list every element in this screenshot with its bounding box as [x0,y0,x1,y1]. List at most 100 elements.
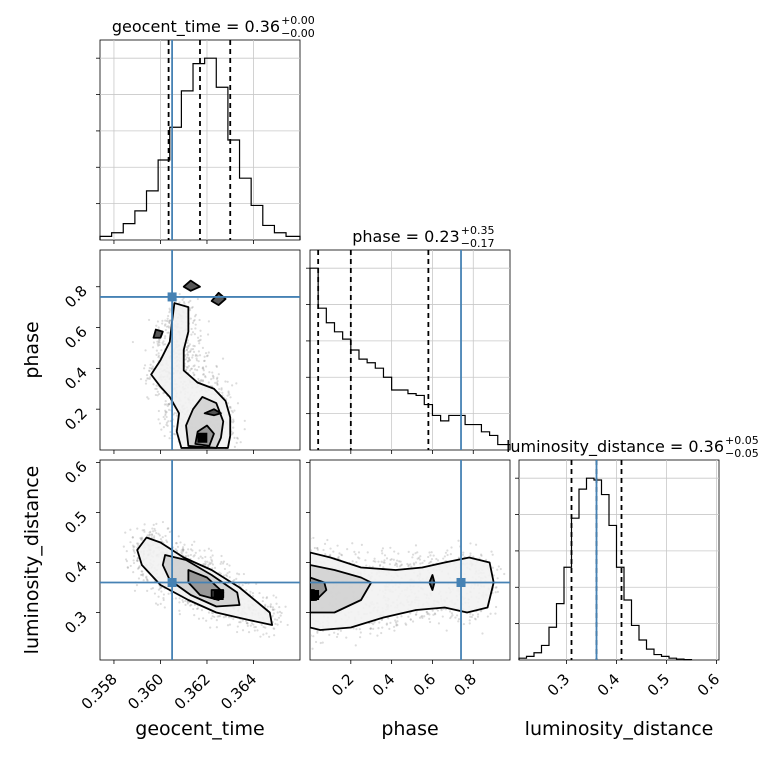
sample-point [490,550,493,553]
sample-point [201,346,205,350]
sample-point [286,623,289,627]
sample-point [236,402,240,405]
sample-point [395,624,398,627]
sample-point [469,542,472,545]
sample-point [206,354,209,357]
sample-point [202,369,205,372]
sample-point [469,615,472,618]
sample-point [326,538,329,542]
sample-point [307,543,309,545]
sample-point [394,619,397,622]
sample-point [276,618,279,621]
sample-point [269,603,272,606]
sample-point [312,536,315,540]
sample-point [322,548,325,552]
sample-point [149,376,152,379]
sample-point [152,383,155,386]
sample-point [271,614,274,618]
sample-point [184,358,187,361]
sample-point [412,553,415,556]
sample-point [192,344,195,347]
sample-point [228,405,231,409]
sample-point [436,559,440,562]
sample-point [167,331,170,334]
sample-point [131,544,135,547]
sample-point [381,626,384,629]
sample-point [405,623,408,626]
sample-point [158,341,161,344]
pair-panel-geocent_time-luminosity_distance: 0.3 0.4 0.5 0.6 [61,458,301,664]
sample-point [372,559,375,563]
sample-point [306,623,308,625]
sample-point [225,398,228,401]
sample-point [220,388,223,391]
contour-line [210,291,227,307]
sample-point [165,325,169,328]
sample-point [196,354,199,357]
sample-point [131,536,134,539]
sample-point [155,531,158,535]
pair-panel-phase-luminosity_distance [306,459,511,664]
sample-point [319,641,322,645]
sample-point [203,359,206,363]
sample-point [186,339,189,342]
pair-panel-geocent_time-phase: 0.2 0.4 0.6 0.8 [61,249,301,456]
sample-point [377,627,380,630]
sample-point [380,549,384,552]
sample-point [409,618,412,621]
sample-point [389,558,392,562]
sample-point [429,554,432,557]
sample-point [188,307,192,310]
sample-point [365,564,368,567]
sample-point [163,403,166,406]
sample-point [232,420,235,423]
sample-point [428,617,431,620]
sample-point [150,367,153,370]
sample-point [129,528,132,531]
sample-point [383,561,386,564]
contour-line [182,279,201,292]
sample-point [199,329,202,332]
sample-point [212,454,214,456]
hist-frame [518,459,720,661]
sample-point [194,313,198,316]
x-tick-label: 0.360 [124,670,167,713]
sample-point [136,542,139,545]
sample-point [164,343,167,346]
sample-point [190,543,194,546]
sample-point [158,587,162,590]
sample-point [194,449,196,450]
sample-point [164,414,167,417]
sample-point [144,382,148,385]
sample-point [423,559,426,562]
sample-point [168,408,171,411]
y-axis-label-luminosity_distance: luminosity_distance [21,466,43,655]
sample-point [180,552,184,555]
sample-point [192,371,195,374]
sample-point [165,410,168,414]
sample-point [185,369,188,372]
sample-point [389,546,392,549]
sample-point [137,577,141,580]
sample-point [469,554,472,557]
sample-point [175,542,178,545]
sample-point [427,562,431,565]
sample-point [192,555,195,558]
sample-point [175,542,178,545]
pair-frame [99,459,301,661]
sample-point [226,380,229,383]
sample-point [232,418,235,421]
density-peak [197,432,208,443]
sample-point [141,529,144,532]
sample-point [272,612,275,615]
sample-point [419,555,422,558]
sample-point [388,563,392,566]
sample-point [167,420,170,423]
sample-point [157,326,160,329]
sample-point [202,562,205,566]
sample-point [190,603,193,607]
sample-point [393,629,396,632]
sample-point [187,351,190,354]
sample-point [484,558,488,561]
